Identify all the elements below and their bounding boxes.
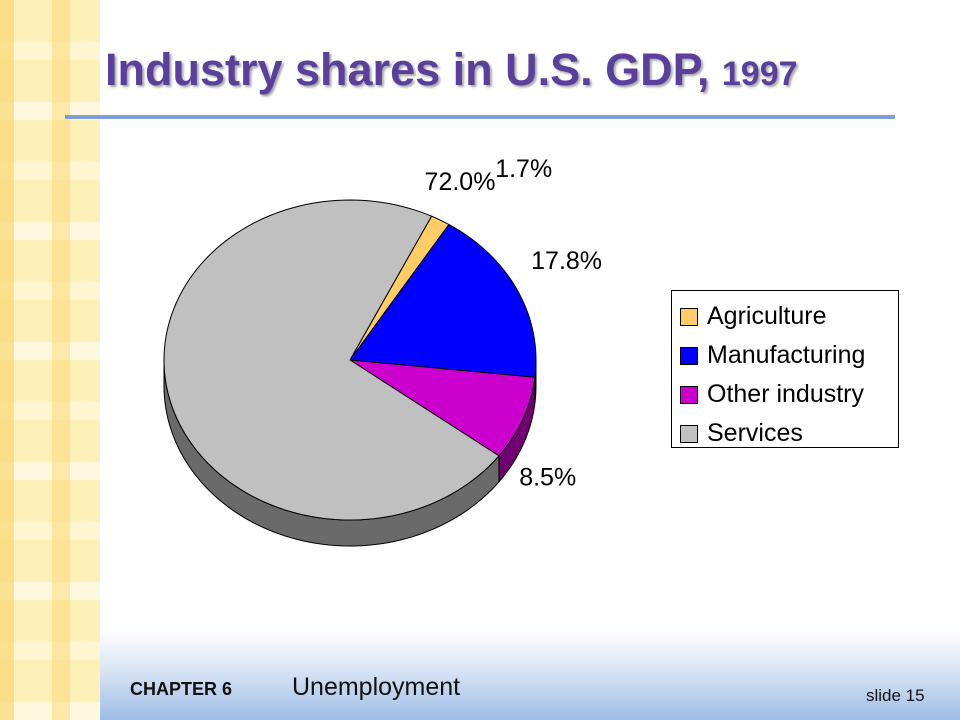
page-title: Industry shares in U.S. GDP, 1997: [105, 44, 798, 95]
pie-label-agriculture: 1.7%: [495, 155, 552, 183]
footer-chapter: CHAPTER 6: [130, 679, 233, 699]
footer-bar: [100, 630, 960, 720]
pie-label-services: 72.0%: [425, 168, 496, 196]
legend-label-services: Services: [707, 419, 803, 447]
footer-topic: Unemployment: [292, 673, 461, 701]
legend-swatch-other-industry: [680, 385, 698, 404]
title-year: 1997: [721, 55, 798, 93]
pie-label-other-industry: 8.5%: [519, 463, 576, 491]
pie-slice-other-industry: [349, 359, 536, 457]
legend-item-services: Services: [680, 414, 898, 453]
legend-item-manufacturing: Manufacturing: [680, 336, 898, 375]
pie-slice-services: [163, 199, 500, 521]
pie-tops: [163, 199, 537, 521]
legend-label-other-industry: Other industry: [707, 380, 865, 408]
pie-labels: 1.7% 17.8% 8.5% 72.0%: [425, 155, 602, 491]
decorative-side-strip: [0, 0, 100, 720]
title-underline: [65, 115, 895, 119]
pie-slice-manufacturing: [349, 223, 537, 378]
pie-label-manufacturing: 17.8%: [531, 247, 602, 275]
legend-swatch-manufacturing: [680, 346, 698, 365]
legend-swatch-services: [680, 424, 698, 443]
legend-label-agriculture: Agriculture: [707, 302, 827, 330]
legend-item-other-industry: Other industry: [680, 375, 898, 414]
legend-swatch-agriculture: [680, 307, 698, 326]
slide-number: slide 15: [866, 686, 925, 705]
chart-legend: Agriculture Manufacturing Other industry…: [671, 290, 899, 448]
legend-label-manufacturing: Manufacturing: [707, 341, 866, 369]
legend-item-agriculture: Agriculture: [680, 297, 898, 336]
